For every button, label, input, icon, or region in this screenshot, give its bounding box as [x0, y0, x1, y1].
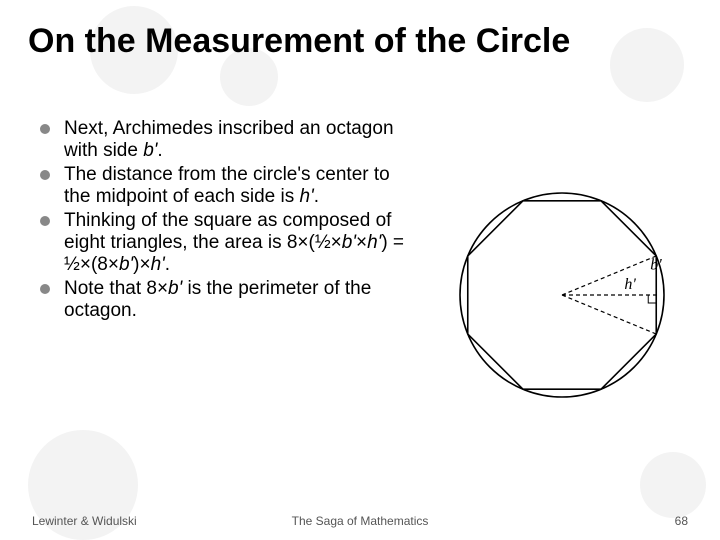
diagram-dashed-line: [562, 295, 656, 334]
slide-title: On the Measurement of the Circle: [28, 22, 570, 61]
bullet-text: Thinking of the square as composed of ei…: [64, 210, 404, 276]
footer-authors: Lewinter & Widulski: [32, 514, 137, 528]
list-item: Thinking of the square as composed of ei…: [38, 210, 408, 277]
bullet-suffix: .: [314, 186, 319, 207]
right-angle-mark: [648, 295, 656, 303]
bullet-italic: h': [300, 186, 314, 207]
bg-circle: [640, 452, 706, 518]
bullet-text: Note that 8×: [64, 278, 168, 299]
bg-circle: [610, 28, 684, 102]
octagon-diagram: b' h': [442, 180, 702, 410]
bullet-italic: b': [168, 278, 182, 299]
page-number: 68: [675, 514, 688, 528]
label-b-prime: b': [650, 256, 662, 273]
list-item: Note that 8×b' is the perimeter of the o…: [38, 278, 408, 323]
diagram-svg: b' h': [442, 180, 702, 410]
list-item: The distance from the circle's center to…: [38, 164, 408, 209]
label-h-prime: h': [624, 276, 636, 293]
bullet-suffix: .: [157, 140, 162, 161]
bullet-text: Next, Archimedes inscribed an octagon wi…: [64, 118, 394, 161]
diagram-dashed-line: [562, 256, 656, 295]
bullet-italic: b': [143, 140, 157, 161]
content-area: Next, Archimedes inscribed an octagon wi…: [38, 118, 408, 324]
footer-title: The Saga of Mathematics: [292, 514, 429, 528]
list-item: Next, Archimedes inscribed an octagon wi…: [38, 118, 408, 163]
bullet-text: The distance from the circle's center to…: [64, 164, 390, 207]
bullet-list: Next, Archimedes inscribed an octagon wi…: [38, 118, 408, 323]
